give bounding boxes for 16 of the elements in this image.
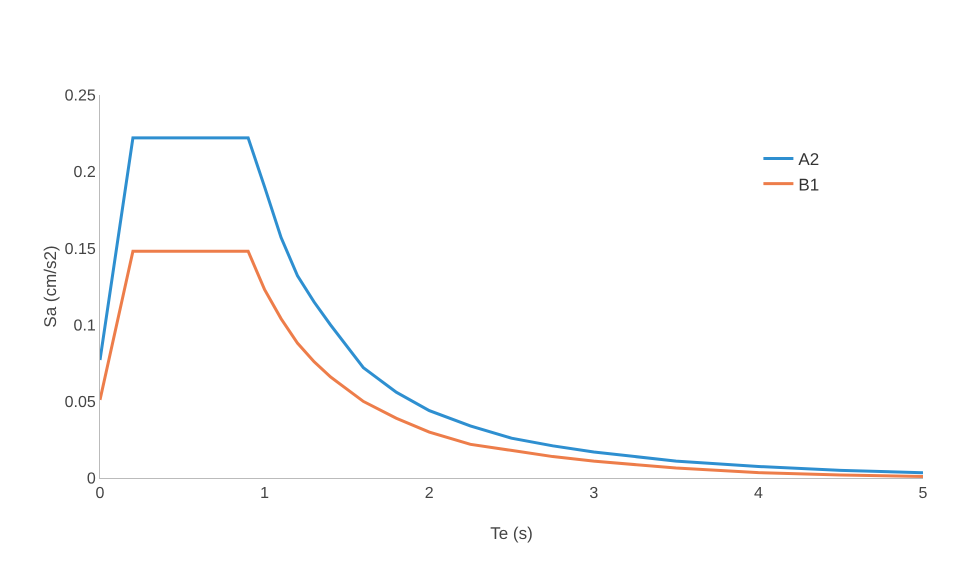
x-axis-title: Te (s) xyxy=(490,524,533,543)
y-tick-label: 0.1 xyxy=(74,317,96,334)
y-tick-label: 0 xyxy=(86,470,96,488)
y-tick-label: 0.2 xyxy=(74,164,96,182)
x-tick-label: 1 xyxy=(260,485,270,502)
legend-label: B1 xyxy=(798,175,820,194)
line-series xyxy=(100,136,923,474)
legend-label: A2 xyxy=(798,150,820,170)
y-tick-label: 0.15 xyxy=(64,240,96,258)
x-tick-label: 2 xyxy=(424,485,434,502)
y-tick-label: 0.25 xyxy=(64,88,96,105)
x-tick-label: 5 xyxy=(918,485,928,502)
y-axis-title: Sa (cm/s2) xyxy=(41,245,60,328)
y-tick-label: 0.05 xyxy=(64,394,96,411)
x-tick-label: 3 xyxy=(589,485,598,502)
x-tick-label: 4 xyxy=(754,485,763,502)
